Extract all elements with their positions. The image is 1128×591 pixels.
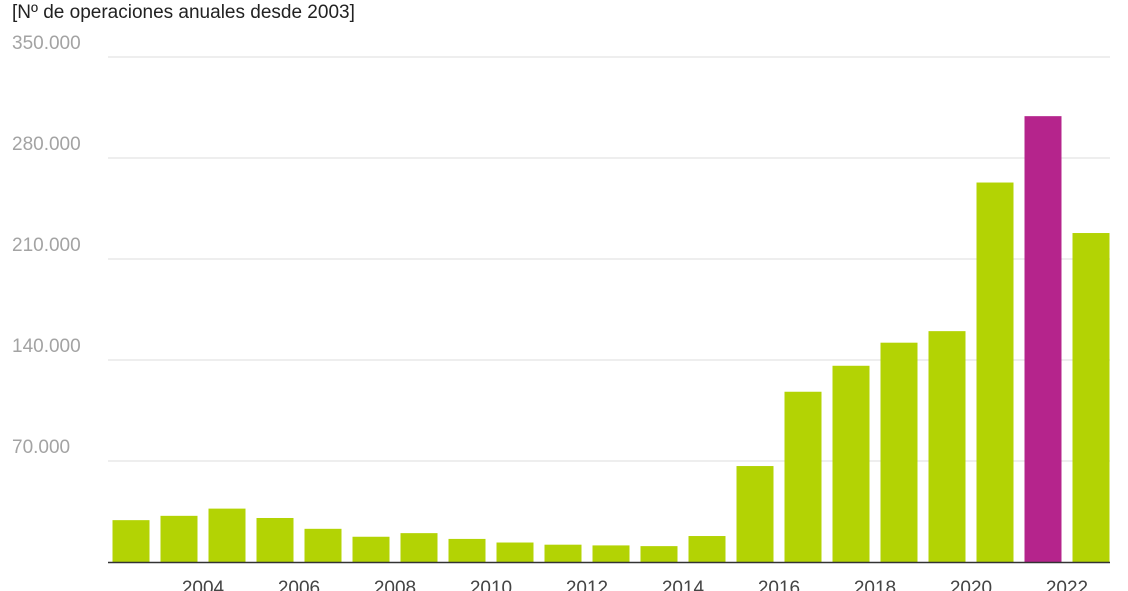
bar-2020 — [928, 331, 966, 562]
bar-2014 — [640, 546, 678, 562]
y-tick-label: 350.000 — [12, 33, 81, 54]
y-tick-label: 210.000 — [12, 235, 81, 256]
bar-2012 — [544, 544, 582, 562]
bar-2022 — [1024, 116, 1062, 563]
y-tick-label: 70.000 — [12, 437, 70, 458]
bar-2021 — [976, 182, 1014, 562]
bar-2004 — [160, 515, 198, 562]
bar-2017 — [784, 391, 822, 562]
bar-2011 — [496, 542, 534, 562]
x-tick-label: 2004 — [182, 578, 225, 591]
bar-2019 — [880, 342, 918, 562]
x-tick-label: 2014 — [662, 578, 705, 591]
bar-2013 — [592, 545, 630, 562]
bar-2018 — [832, 365, 870, 562]
y-tick-label: 280.000 — [12, 134, 81, 155]
x-tick-label: 2012 — [566, 578, 608, 591]
bar-2023 — [1072, 233, 1110, 562]
chart-subtitle: [Nº de operaciones anuales desde 2003] — [12, 2, 355, 23]
x-tick-label: 2018 — [854, 578, 896, 591]
x-tick-label: 2016 — [758, 578, 800, 591]
bar-2006 — [256, 517, 294, 562]
bar-2008 — [352, 536, 390, 562]
bars — [112, 116, 1110, 563]
bar-2009 — [400, 533, 438, 562]
x-tick-label: 2006 — [278, 578, 320, 591]
bar-2010 — [448, 538, 486, 562]
y-tick-label: 140.000 — [12, 336, 81, 357]
x-tick-label: 2022 — [1046, 578, 1088, 591]
y-tick-labels: 350.000 280.000 210.000 140.000 70.000 — [12, 33, 81, 458]
bar-2003 — [112, 520, 150, 562]
x-tick-label: 2008 — [374, 578, 416, 591]
x-tick-label: 2020 — [950, 578, 992, 591]
bar-2007 — [304, 528, 342, 562]
bar-2015 — [688, 536, 726, 562]
bar-2005 — [208, 508, 246, 562]
bar-2016 — [736, 466, 774, 562]
x-tick-label: 2010 — [470, 578, 512, 591]
x-tick-labels: 2004 2006 2008 2010 2012 2014 2016 2018 2020 2022 — [182, 578, 1088, 591]
